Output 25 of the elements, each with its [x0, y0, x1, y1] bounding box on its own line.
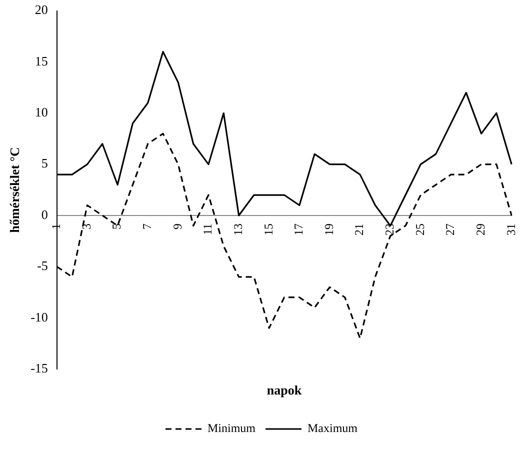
x-tick-label: 11	[200, 223, 215, 236]
x-axis-title: napok	[266, 382, 302, 398]
x-tick-label: 13	[230, 223, 245, 236]
y-tick-label: 5	[41, 156, 48, 171]
x-tick-label: 31	[504, 223, 518, 236]
y-tick-label: 15	[34, 53, 48, 68]
x-tick-label: 17	[292, 223, 306, 236]
x-tick-label: 19	[322, 223, 336, 236]
y-tick-label: -5	[37, 258, 48, 274]
x-tick-label: 21	[352, 223, 366, 236]
x-tick-label: 15	[261, 223, 276, 236]
x-tick-label: 29	[473, 223, 488, 236]
y-tick-label: 10	[34, 104, 48, 120]
x-tick-label: 5	[110, 223, 124, 230]
y-tick-label: -10	[30, 309, 48, 324]
y-axis-title: hőmérséklet °C	[7, 147, 22, 233]
legend-label: Maximum	[308, 421, 358, 436]
y-tick-label: 20	[34, 2, 48, 18]
x-tick-label: 9	[170, 223, 184, 230]
x-tick-label: 27	[443, 223, 458, 236]
x-tick-label: 25	[412, 223, 427, 236]
legend-label: Minimum	[208, 421, 256, 436]
y-tick-label: -15	[30, 360, 48, 376]
y-tick-label: 0	[41, 206, 48, 222]
x-tick-label: 7	[140, 223, 154, 230]
